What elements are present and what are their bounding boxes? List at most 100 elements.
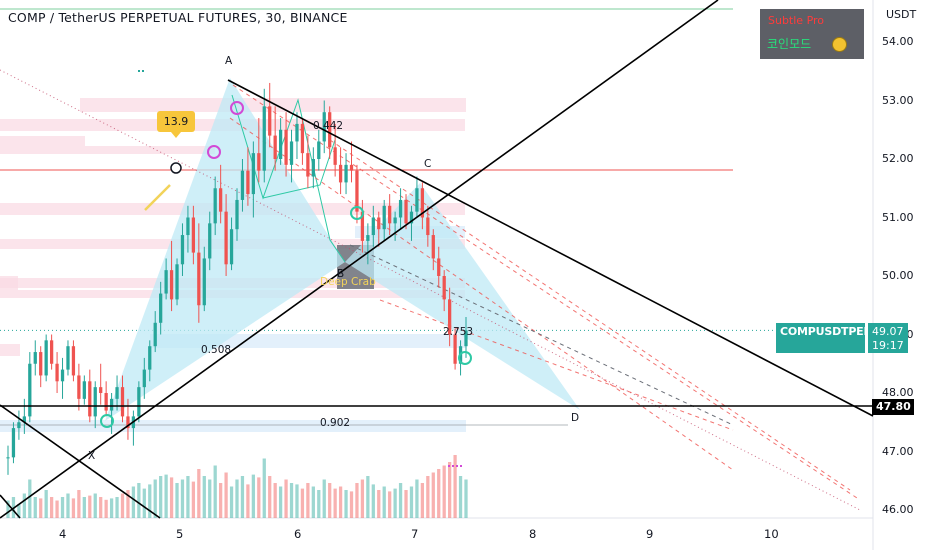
candle-body [44, 340, 48, 376]
ratio-bc: 2.753 [443, 326, 474, 338]
candle-body [409, 211, 414, 224]
volume-bar [273, 483, 277, 518]
volume-bar [295, 484, 299, 518]
volume-bar [137, 483, 141, 518]
value-badge[interactable]: 13.9 [157, 111, 195, 132]
volume-bar [208, 479, 212, 518]
volume-bar [366, 476, 370, 518]
volume-bar [159, 476, 163, 518]
candle-body [191, 217, 196, 253]
candle-body [104, 393, 108, 411]
candle-body [93, 387, 97, 417]
candle-body [442, 276, 446, 300]
candle-body [257, 153, 261, 171]
x-tick-label: 10 [764, 527, 779, 541]
volume-bar [104, 499, 108, 518]
volume-bar [404, 490, 408, 518]
candle-body [6, 457, 10, 459]
y-tick-label: 48.00 [882, 386, 914, 399]
chart-title: COMP / TetherUS PERPETUAL FUTURES, 30, B… [8, 10, 348, 25]
lower-trendline [0, 404, 161, 519]
volume-bar [22, 493, 26, 518]
ratio-xa: 0.442 [313, 120, 344, 132]
volume-bar [77, 490, 81, 518]
medal-icon [170, 162, 182, 174]
volume-bar [153, 479, 157, 518]
pattern-point-d: D [571, 412, 580, 424]
volume-bar [164, 474, 168, 518]
volume-bar [229, 486, 234, 518]
candle-body [437, 258, 441, 276]
candle-body [60, 369, 65, 382]
volume-bar [180, 479, 185, 518]
candle-body [333, 147, 337, 165]
candle-body [202, 258, 206, 306]
volume-bar [278, 486, 283, 518]
volume-bar [426, 476, 430, 518]
candle-body [464, 330, 468, 347]
candle-body [371, 217, 375, 236]
y-tick-label: 46.00 [882, 503, 914, 516]
candle-body [382, 205, 386, 230]
volume-bar [377, 490, 381, 518]
volume-bar [382, 486, 386, 518]
candle-body [11, 428, 16, 458]
candle-body [393, 217, 397, 224]
support-level-tag[interactable]: 47.80 [872, 399, 914, 415]
volume-bar [240, 476, 245, 518]
channel-line [229, 117, 734, 471]
volume-bar [28, 479, 32, 518]
volume-bar [17, 504, 21, 518]
candle-body [235, 199, 239, 230]
volume-bar [142, 488, 146, 518]
candle-body [109, 398, 114, 411]
candle-body [120, 387, 125, 417]
coin-icon [832, 37, 847, 52]
candle-body [33, 352, 37, 364]
volume-bar [262, 458, 266, 518]
signal-circle [230, 101, 244, 115]
y-tick-label: 53.00 [882, 93, 914, 107]
candle-body [311, 159, 315, 177]
candle-body [366, 235, 370, 241]
candle-body [251, 153, 255, 195]
badge-pointer [171, 132, 181, 138]
bar-countdown: 19:17 [872, 339, 904, 352]
volume-bar [322, 479, 326, 518]
candle-body [317, 141, 321, 159]
volume-bar [349, 491, 354, 518]
volume-bar [197, 469, 201, 518]
channel-line [329, 139, 851, 491]
candle-body [426, 217, 430, 236]
candle-body [137, 387, 141, 417]
candle-body [175, 264, 179, 300]
volume-bar [448, 462, 452, 518]
volume-bar [148, 484, 152, 518]
indicator-legend[interactable]: Subtle Pro 코인모드 [760, 9, 864, 59]
volume-bar [213, 465, 217, 518]
pattern-point-x: X [88, 450, 96, 462]
candle-body [404, 199, 408, 224]
volume-bar [131, 486, 136, 518]
candle-body [17, 422, 21, 429]
volume-bar [371, 484, 375, 518]
x-tick-label: 4 [59, 527, 67, 541]
candle-body [284, 129, 288, 165]
volume-bar [44, 490, 48, 518]
candle-body [224, 211, 228, 265]
support-level-value: 47.80 [876, 400, 911, 413]
supply-zone [0, 136, 85, 146]
volume-bar [251, 474, 255, 518]
symbol-label: COMPUSDTPERP [780, 325, 880, 338]
candle-body [219, 188, 223, 212]
channel-line [379, 299, 734, 431]
signal-circle [350, 206, 364, 220]
candle-body [142, 369, 146, 388]
y-tick-label: 51.00 [882, 210, 914, 224]
y-tick-label: 54.00 [882, 35, 914, 48]
candle-body [115, 387, 119, 399]
volume-bar [109, 498, 114, 518]
last-price-tag[interactable]: COMPUSDTPERP [776, 323, 880, 353]
